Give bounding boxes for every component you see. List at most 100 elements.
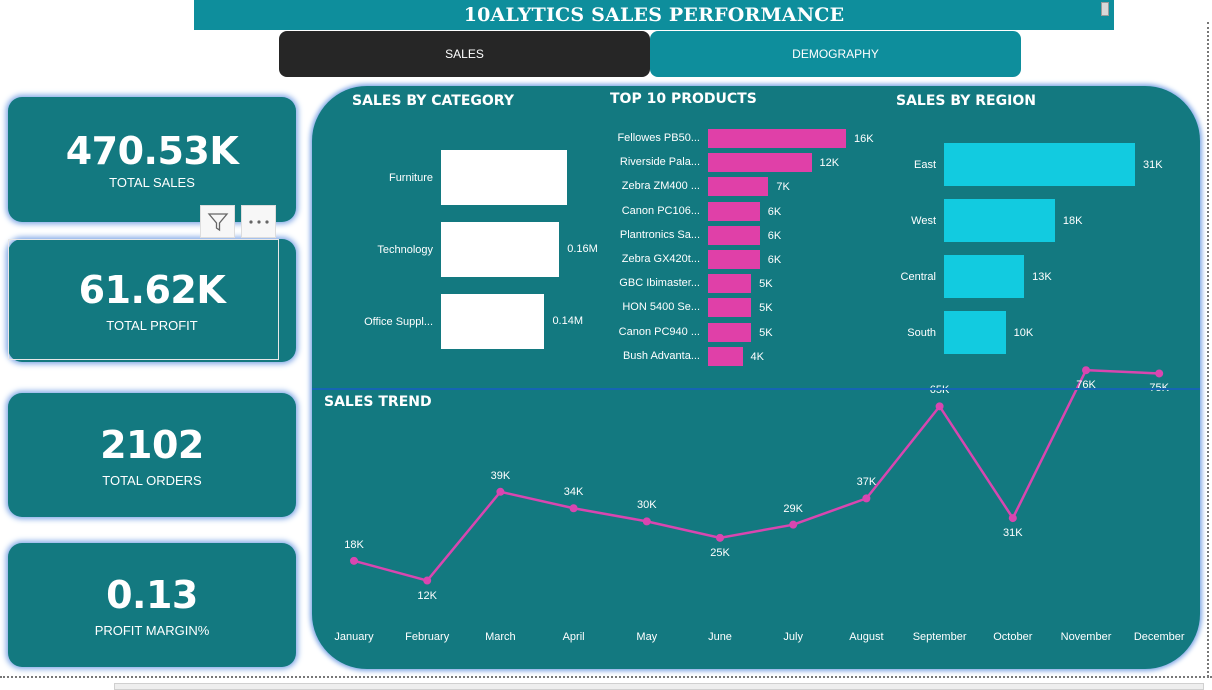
header-scroll-thumb[interactable]	[1101, 2, 1109, 16]
visual-header-tools	[200, 205, 276, 238]
product-value-label: 16K	[854, 133, 874, 145]
trend-point[interactable]	[350, 556, 358, 565]
product-label: GBC Ibimaster...	[619, 277, 700, 290]
kpi-total-sales-card[interactable]: 470.53K TOTAL SALES	[8, 97, 296, 222]
trend-point[interactable]	[789, 520, 798, 529]
page-border-bottom	[0, 676, 1212, 678]
product-bar	[708, 250, 760, 269]
product-value-label: 6K	[767, 229, 782, 242]
product-bar	[708, 346, 743, 366]
product-label: Plantronics Sa...	[619, 228, 700, 241]
trend-point[interactable]	[935, 402, 944, 411]
trend-value-label: 29K	[783, 502, 803, 515]
trend-point[interactable]	[642, 517, 651, 526]
kpi-total-sales-label: TOTAL SALES	[109, 175, 195, 190]
filter-icon	[207, 212, 228, 231]
trend-point[interactable]	[569, 504, 578, 513]
trend-point[interactable]	[1155, 369, 1164, 378]
product-value-label: 4K	[750, 350, 764, 363]
panel-divider	[312, 388, 1200, 390]
trend-month-label: August	[849, 631, 884, 643]
kpi-profit-margin-card[interactable]: 0.13 PROFIT MARGIN%	[8, 543, 296, 667]
trend-point[interactable]	[716, 533, 724, 542]
kpi-total-sales-value: 470.53K	[65, 129, 239, 173]
region-value-label: 31K	[1143, 159, 1163, 171]
trend-month-label: January	[334, 631, 374, 643]
product-bar	[708, 298, 752, 318]
region-bar	[944, 255, 1025, 298]
sales-trend-line	[353, 368, 1160, 582]
trend-value-label: 34K	[563, 486, 584, 499]
region-bar	[944, 143, 1135, 186]
trend-month-label: November	[1060, 631, 1112, 643]
page-title: 10ALYTICS SALES PERFORMANCE	[463, 4, 845, 26]
product-bar	[708, 322, 752, 342]
kpi-total-profit-card[interactable]: 61.62K TOTAL PROFIT	[8, 239, 296, 362]
product-bar	[708, 201, 760, 221]
trend-value-label: 31K	[1003, 527, 1023, 540]
horizontal-scrollbar[interactable]	[114, 683, 1204, 690]
product-label: Canon PC940 ...	[618, 325, 700, 338]
trend-value-label: 30K	[637, 499, 657, 512]
more-options-icon	[248, 219, 269, 224]
product-value-label: 7K	[776, 181, 790, 194]
category-chart-title: SALES BY CATEGORY	[352, 93, 514, 109]
tab-demography[interactable]: DEMOGRAPHY	[650, 31, 1021, 77]
region-value-label: 10K	[1013, 327, 1034, 339]
product-label: Zebra GX420t...	[621, 253, 700, 265]
tab-sales[interactable]: SALES	[279, 31, 650, 77]
product-value-label: 12K	[819, 157, 840, 170]
trend-point[interactable]	[862, 494, 871, 503]
kpi-total-profit-value: 61.62K	[78, 268, 226, 312]
trend-month-label: April	[562, 631, 585, 643]
region-value-label: 18K	[1062, 215, 1083, 227]
trend-month-label: February	[405, 631, 450, 643]
filter-button[interactable]	[200, 205, 235, 238]
product-label: Zebra ZM400 ...	[621, 180, 700, 193]
trend-month-label: March	[485, 631, 516, 643]
region-label: West	[911, 215, 936, 227]
region-label: Central	[900, 271, 936, 283]
more-options-button[interactable]	[241, 205, 276, 238]
charts-panel: SALES BY CATEGORY Furniture Technology 0.16…	[312, 86, 1200, 669]
kpi-profit-margin-value: 0.13	[106, 572, 198, 617]
page-border-right	[1207, 22, 1209, 677]
trend-point[interactable]	[1008, 514, 1017, 523]
category-bar	[441, 222, 560, 277]
trend-month-label: September	[912, 631, 967, 643]
header-bar: 10ALYTICS SALES PERFORMANCE	[194, 0, 1114, 30]
trend-value-label: 12K	[417, 589, 437, 602]
trend-line-svg	[350, 366, 1164, 585]
trend-point[interactable]	[496, 487, 505, 496]
region-chart-title: SALES BY REGION	[896, 93, 1036, 109]
kpi-total-orders-label: TOTAL ORDERS	[102, 472, 202, 488]
category-label: Office Suppl...	[364, 316, 433, 328]
products-chart-title: TOP 10 PRODUCTS	[610, 91, 757, 107]
product-value-label: 6K	[767, 254, 782, 266]
trend-point[interactable]	[423, 576, 432, 585]
product-label: Bush Advanta...	[622, 349, 700, 362]
product-bar	[708, 129, 846, 148]
region-label: South	[907, 327, 936, 339]
product-bar	[708, 274, 752, 294]
kpi-total-profit-label: TOTAL PROFIT	[106, 318, 198, 333]
product-value-label: 5K	[759, 326, 773, 339]
category-bar	[441, 294, 545, 349]
trend-value-label: 37K	[856, 476, 877, 489]
category-value-label: 0.14M	[552, 315, 584, 327]
product-label: Fellowes PB50...	[617, 132, 700, 144]
product-label: HON 5400 Se...	[622, 301, 700, 314]
category-label: Furniture	[388, 172, 433, 184]
kpi-total-orders-value: 2102	[100, 422, 204, 467]
product-value-label: 6K	[767, 205, 782, 218]
region-bar	[944, 311, 1006, 354]
product-bar	[708, 225, 760, 245]
region-bar	[944, 199, 1055, 242]
trend-point[interactable]	[1082, 366, 1090, 375]
kpi-total-orders-card[interactable]: 2102 TOTAL ORDERS	[8, 393, 296, 517]
trend-month-label: December	[1133, 631, 1185, 643]
product-value-label: 5K	[759, 302, 773, 315]
region-value-label: 13K	[1032, 271, 1052, 283]
trend-month-label: June	[708, 631, 732, 643]
